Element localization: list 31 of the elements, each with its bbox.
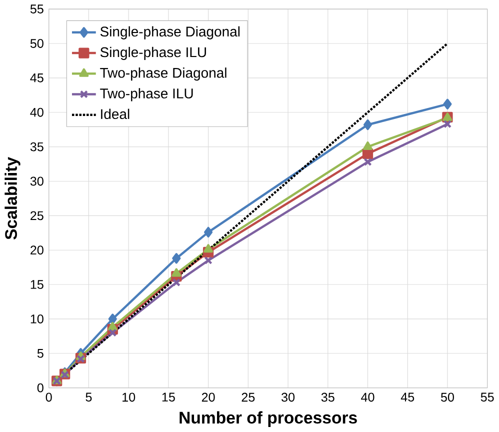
y-tick-label: 30	[30, 176, 44, 186]
x-tick-label: 5	[86, 392, 92, 402]
x-tick-label: 40	[361, 392, 374, 402]
y-tick-label: 40	[30, 108, 44, 118]
y-axis-title: Scalability	[4, 157, 20, 240]
x-tick-label: 25	[242, 392, 255, 402]
y-tick-label: 20	[30, 246, 44, 255]
y-tick-label: 50	[30, 39, 44, 48]
legend-label: Ideal	[101, 108, 130, 120]
x-tick-label: 50	[440, 392, 454, 402]
x-tick-label: 45	[400, 392, 414, 402]
legend-label: Two-phase Diagonal	[100, 68, 226, 81]
x-axis-title: Number of processors	[180, 412, 357, 428]
x-tick-label: 10	[122, 392, 136, 402]
x-tick-label: 35	[321, 392, 334, 402]
x-tick-label: 15	[162, 392, 175, 402]
y-tick-label: 25	[30, 211, 44, 220]
legend-label: Single-phase ILU	[100, 47, 206, 60]
y-tick-label: 45	[30, 74, 44, 83]
x-tick-label: 20	[202, 392, 215, 402]
x-tick-label: 55	[480, 392, 494, 402]
y-tick-label: 55	[30, 4, 44, 14]
y-tick-label: 15	[30, 280, 44, 290]
x-tick-label: 30	[282, 392, 295, 402]
y-tick-label: 5	[37, 349, 44, 358]
y-tick-label: 0	[37, 384, 44, 392]
y-tick-label: 35	[30, 142, 44, 152]
legend-label: Single-phase Diagonal	[100, 26, 240, 40]
y-tick-label: 10	[30, 314, 44, 324]
x-tick-label: 0	[46, 392, 52, 402]
legend-label: Two-phase ILU	[100, 88, 193, 102]
